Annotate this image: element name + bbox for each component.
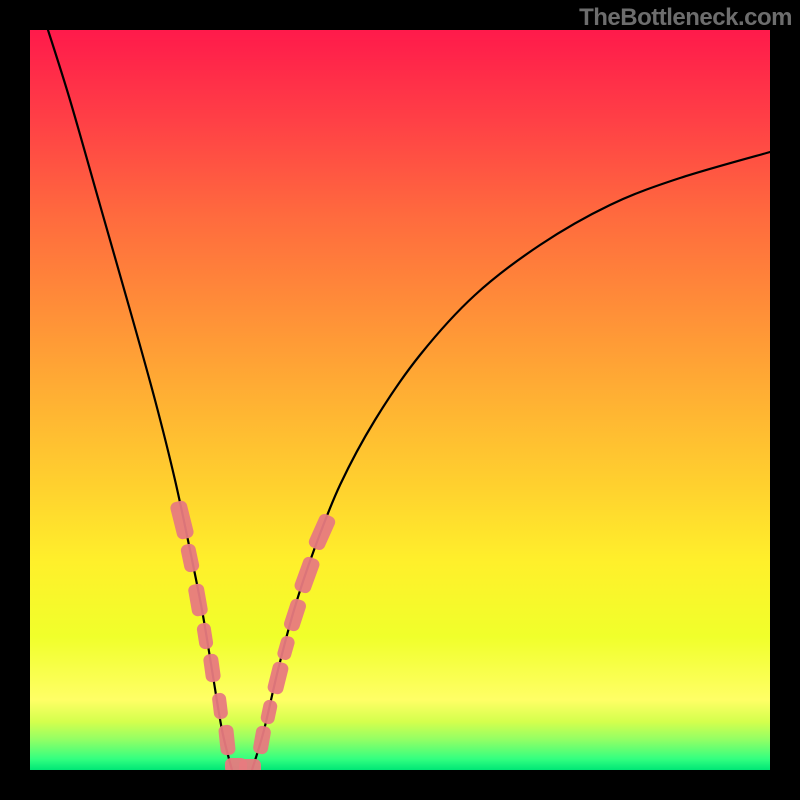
frame-border-left — [0, 0, 30, 800]
frame-border-bottom — [0, 770, 800, 800]
plot-area — [30, 30, 770, 770]
chart-frame: TheBottleneck.com — [0, 0, 800, 800]
watermark-text: TheBottleneck.com — [579, 4, 792, 32]
marker-8 — [239, 759, 261, 770]
bottleneck-chart — [30, 30, 770, 770]
frame-border-right — [770, 0, 800, 800]
gradient-background — [30, 30, 770, 770]
